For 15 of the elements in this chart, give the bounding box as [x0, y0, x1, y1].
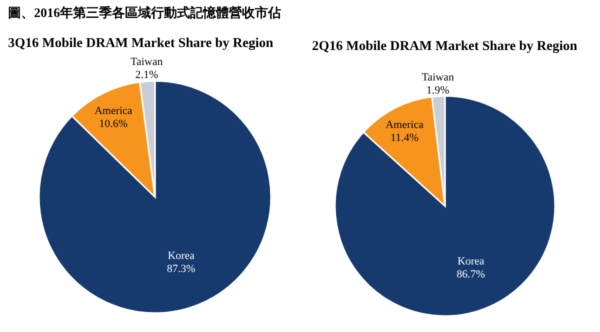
data-label: 1.9% — [426, 84, 450, 96]
slice-label: America — [94, 105, 132, 118]
slice-label: Korea — [457, 255, 484, 268]
slice-label: Taiwan — [130, 56, 164, 68]
data-label: 10.6% — [99, 118, 128, 130]
data-label: 2.1% — [135, 68, 158, 81]
data-label: 86.7% — [456, 268, 486, 280]
slice-label: America — [386, 118, 424, 131]
chart-subtitle: 3Q16 Mobile DRAM Market Share by Region — [8, 35, 274, 50]
slice-label: Taiwan — [422, 71, 454, 84]
slice-label: Korea — [168, 250, 195, 262]
data-label: 11.4% — [390, 132, 419, 144]
chart-title: 圖、2016年第三季各區域行動式記憶體營收市佔 — [8, 5, 281, 20]
chart-title: 2Q16 Mobile DRAM Market Share by Region — [312, 38, 578, 53]
data-label: 87.3% — [166, 262, 196, 275]
